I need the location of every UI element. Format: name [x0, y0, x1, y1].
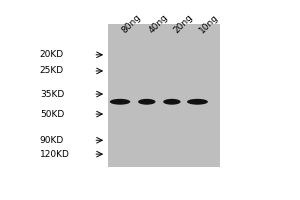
- Text: 90KD: 90KD: [40, 136, 64, 145]
- Text: 40ng: 40ng: [147, 12, 169, 35]
- Ellipse shape: [138, 99, 155, 105]
- Text: 80ng: 80ng: [120, 12, 143, 35]
- Text: 20KD: 20KD: [40, 50, 64, 59]
- Ellipse shape: [187, 99, 208, 105]
- Text: 20ng: 20ng: [172, 12, 194, 35]
- Bar: [108, 24, 220, 167]
- Text: 10ng: 10ng: [197, 12, 220, 35]
- Text: 25KD: 25KD: [40, 66, 64, 75]
- Ellipse shape: [163, 99, 181, 105]
- Ellipse shape: [110, 99, 130, 105]
- Text: 120KD: 120KD: [40, 150, 70, 159]
- Text: 35KD: 35KD: [40, 90, 64, 99]
- Text: 50KD: 50KD: [40, 110, 64, 119]
